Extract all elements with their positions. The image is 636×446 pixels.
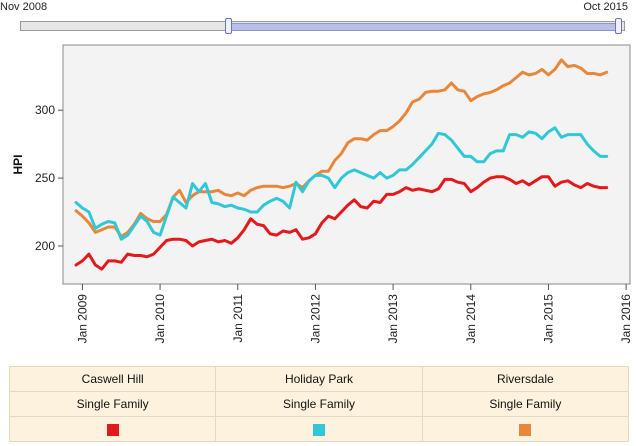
range-end-handle[interactable] (615, 18, 622, 34)
legend-subtitle-2: Single Family (421, 391, 630, 417)
x-tick-label-3: Jan 2012 (308, 294, 322, 344)
x-tick-label-6: Jan 2015 (541, 294, 555, 344)
y-axis-label: HPI (11, 154, 25, 174)
x-tick-label-7: Jan 2016 (619, 294, 633, 344)
range-end-label: Oct 2015 (583, 1, 628, 13)
range-start-label: Nov 2008 (0, 1, 48, 13)
x-tick-label-0: Jan 2009 (75, 294, 89, 344)
date-range-selection[interactable] (228, 23, 618, 31)
legend-swatch-2[interactable] (519, 423, 532, 436)
legend-swatch-0[interactable] (106, 423, 119, 436)
legend-swatch-1[interactable] (312, 423, 325, 436)
date-range-slider[interactable] (20, 18, 625, 34)
range-start-handle[interactable] (225, 18, 232, 34)
x-tick-label-4: Jan 2013 (386, 294, 400, 344)
legend-subtitle-1: Single Family (215, 391, 423, 417)
plot-area (62, 44, 631, 285)
y-tick-label-1: 250 (35, 171, 55, 185)
series-legend: Caswell Hill Holiday Park Riversdale Sin… (8, 366, 630, 442)
hpi-line-chart: 200 250 300 HPI Jan 2009 Jan 2010 Jan 2011 Jan … (11, 44, 633, 344)
x-tick-label-2: Jan 2011 (231, 294, 245, 343)
legend-name-1: Holiday Park (215, 366, 423, 392)
legend-name-0: Caswell Hill (8, 366, 217, 392)
y-tick-label-0: 200 (35, 239, 55, 253)
y-tick-label-2: 300 (35, 103, 55, 117)
legend-subtitle-0: Single Family (8, 391, 217, 417)
x-tick-label-1: Jan 2010 (153, 294, 167, 344)
x-tick-label-5: Jan 2014 (464, 294, 478, 344)
legend-name-2: Riversdale (421, 366, 630, 392)
